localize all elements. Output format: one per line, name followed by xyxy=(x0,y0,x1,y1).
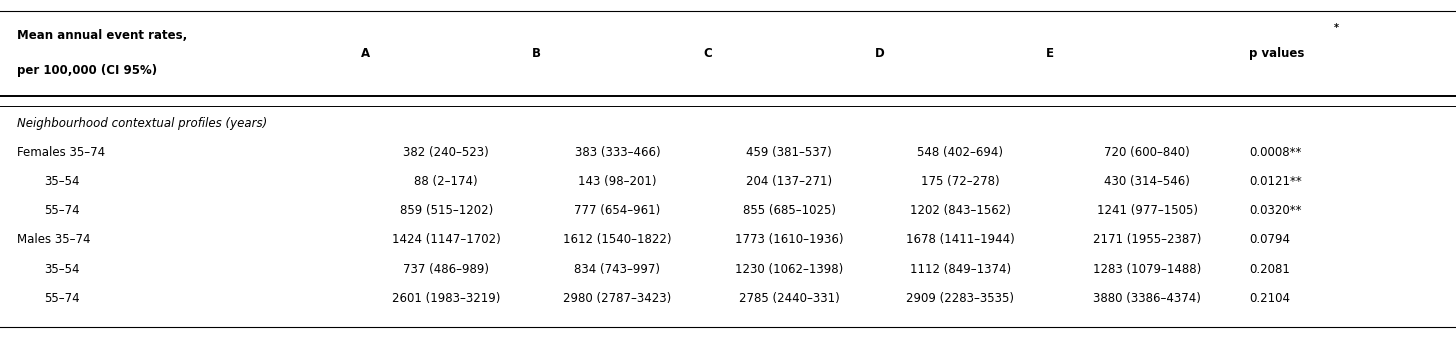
Text: 382 (240–523): 382 (240–523) xyxy=(403,146,489,159)
Text: 737 (486–989): 737 (486–989) xyxy=(403,263,489,275)
Text: 1112 (849–1374): 1112 (849–1374) xyxy=(910,263,1010,275)
Text: p values: p values xyxy=(1249,47,1305,59)
Text: 859 (515–1202): 859 (515–1202) xyxy=(399,204,494,217)
Text: 0.0320**: 0.0320** xyxy=(1249,204,1302,217)
Text: 777 (654–961): 777 (654–961) xyxy=(574,204,661,217)
Text: 383 (333–466): 383 (333–466) xyxy=(575,146,660,159)
Text: 1230 (1062–1398): 1230 (1062–1398) xyxy=(735,263,843,275)
Text: 1283 (1079–1488): 1283 (1079–1488) xyxy=(1093,263,1201,275)
Text: 459 (381–537): 459 (381–537) xyxy=(747,146,831,159)
Text: 0.2081: 0.2081 xyxy=(1249,263,1290,275)
Text: 2785 (2440–331): 2785 (2440–331) xyxy=(738,292,840,304)
Text: 0.0794: 0.0794 xyxy=(1249,233,1290,246)
Text: 2909 (2283–3535): 2909 (2283–3535) xyxy=(906,292,1015,304)
Text: 1202 (843–1562): 1202 (843–1562) xyxy=(910,204,1010,217)
Text: C: C xyxy=(703,47,712,59)
Text: 143 (98–201): 143 (98–201) xyxy=(578,175,657,188)
Text: 0.0008**: 0.0008** xyxy=(1249,146,1302,159)
Text: Mean annual event rates,: Mean annual event rates, xyxy=(17,29,188,42)
Text: 720 (600–840): 720 (600–840) xyxy=(1105,146,1190,159)
Text: 1678 (1411–1944): 1678 (1411–1944) xyxy=(906,233,1015,246)
Text: *: * xyxy=(1334,23,1338,33)
Text: E: E xyxy=(1045,47,1053,59)
Text: 3880 (3386–4374): 3880 (3386–4374) xyxy=(1093,292,1201,304)
Text: A: A xyxy=(361,47,370,59)
Text: 55–74: 55–74 xyxy=(44,204,79,217)
Text: 55–74: 55–74 xyxy=(44,292,79,304)
Text: 88 (2–174): 88 (2–174) xyxy=(415,175,478,188)
Text: 175 (72–278): 175 (72–278) xyxy=(920,175,1000,188)
Text: Neighbourhood contextual profiles (years): Neighbourhood contextual profiles (years… xyxy=(17,118,268,130)
Text: 1773 (1610–1936): 1773 (1610–1936) xyxy=(735,233,843,246)
Text: Females 35–74: Females 35–74 xyxy=(17,146,106,159)
Text: 855 (685–1025): 855 (685–1025) xyxy=(743,204,836,217)
Text: per 100,000 (CI 95%): per 100,000 (CI 95%) xyxy=(17,64,157,77)
Text: 0.2104: 0.2104 xyxy=(1249,292,1290,304)
Text: 0.0121**: 0.0121** xyxy=(1249,175,1302,188)
Text: 35–54: 35–54 xyxy=(44,175,79,188)
Text: 1424 (1147–1702): 1424 (1147–1702) xyxy=(392,233,501,246)
Text: D: D xyxy=(875,47,885,59)
Text: 2171 (1955–2387): 2171 (1955–2387) xyxy=(1093,233,1201,246)
Text: 834 (743–997): 834 (743–997) xyxy=(574,263,661,275)
Text: 1612 (1540–1822): 1612 (1540–1822) xyxy=(563,233,671,246)
Text: Males 35–74: Males 35–74 xyxy=(17,233,90,246)
Text: 35–54: 35–54 xyxy=(44,263,79,275)
Text: 2980 (2787–3423): 2980 (2787–3423) xyxy=(563,292,671,304)
Text: 1241 (977–1505): 1241 (977–1505) xyxy=(1096,204,1198,217)
Text: 204 (137–271): 204 (137–271) xyxy=(745,175,833,188)
Text: 430 (314–546): 430 (314–546) xyxy=(1105,175,1190,188)
Text: B: B xyxy=(531,47,540,59)
Text: 548 (402–694): 548 (402–694) xyxy=(917,146,1003,159)
Text: 2601 (1983–3219): 2601 (1983–3219) xyxy=(392,292,501,304)
